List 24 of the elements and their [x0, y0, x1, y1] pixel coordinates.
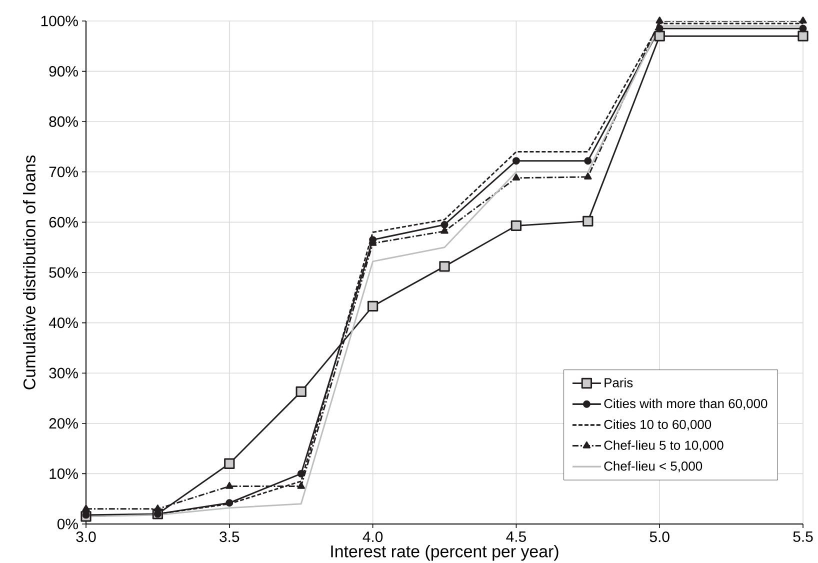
x-tick-label: 3.0 — [76, 532, 96, 542]
x-tick-label: 3.5 — [220, 532, 240, 542]
legend-label: Paris — [604, 378, 633, 388]
y-tick-label: 50% — [49, 267, 78, 278]
y-tick-label: 20% — [49, 418, 78, 429]
y-tick-label: 100% — [41, 16, 78, 26]
x-axis-title: Interest rate (percent per year) — [331, 544, 558, 561]
legend-label: Chef-lieu 5 to 10,000 — [604, 440, 724, 452]
y-axis-title: Cumulative distribution of loans — [22, 155, 36, 390]
y-tick-label: 0% — [57, 518, 78, 530]
y-tick-label: 70% — [49, 166, 78, 178]
legend-label: Cities 10 to 60,000 — [604, 420, 712, 431]
legend-label: Chef-lieu < 5,000 — [604, 461, 702, 472]
y-tick-label: 60% — [49, 216, 78, 228]
x-tick-label: 4.0 — [362, 532, 383, 542]
x-tick-label: 5.0 — [650, 532, 670, 542]
y-tick-label: 80% — [49, 116, 78, 127]
y-tick-label: 10% — [50, 468, 78, 479]
y-tick-label: 30% — [49, 368, 78, 378]
x-tick-label: 4.5 — [506, 532, 526, 542]
x-tick-label: 5.5 — [793, 532, 813, 542]
y-tick-label: 40% — [48, 318, 78, 328]
legend-label: Cities with more than 60,000 — [604, 398, 768, 410]
y-tick-label: 90% — [49, 66, 78, 77]
